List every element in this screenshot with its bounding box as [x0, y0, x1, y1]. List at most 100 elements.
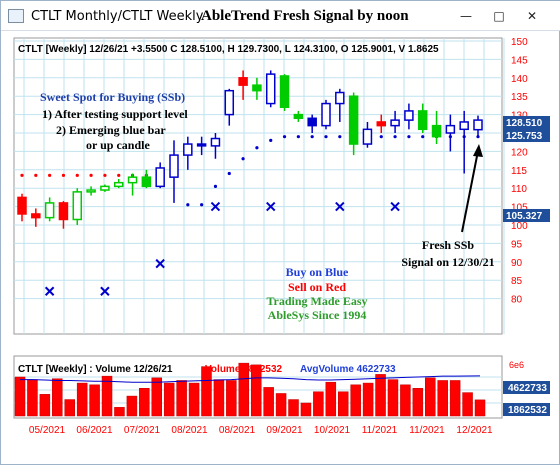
x-tick-label-7: 11/2021	[362, 425, 398, 436]
candle-28	[404, 103, 414, 130]
candle-body-8	[127, 176, 138, 184]
volume-bar-28	[362, 382, 374, 417]
candle-body-33	[473, 119, 483, 131]
volume-bar-30	[387, 379, 399, 417]
y-tick-label-6: 120	[511, 147, 528, 158]
volume-bar-4	[64, 399, 75, 417]
candle-body-25	[362, 128, 373, 145]
blue-stop-dot-11	[338, 135, 342, 139]
y-tick-label-12: 90	[511, 258, 523, 269]
candle-20	[293, 110, 304, 122]
x-mark-4	[266, 201, 276, 212]
maximize-icon: □	[493, 9, 505, 23]
candle-body-6	[100, 185, 110, 191]
fresh-signal-arrow	[461, 150, 479, 233]
candle-0	[17, 193, 27, 222]
candle-body-17	[252, 84, 262, 92]
sweet-spot-line2: 2) Emerging blue bar	[56, 123, 166, 137]
blue-stop-dot-0	[186, 203, 190, 207]
volume-bar-19	[250, 364, 262, 417]
fresh-ssb-line2: Signal on 12/30/21	[401, 255, 494, 269]
red-stop-dot-7	[117, 173, 121, 177]
candle-body-28	[404, 110, 414, 121]
candle-body-7	[113, 181, 124, 188]
x-mark-0	[44, 286, 55, 296]
candle-1	[31, 208, 41, 227]
volume-bar-35	[449, 380, 461, 417]
blue-stop-dot-4	[241, 157, 245, 161]
volume-bar-12	[163, 382, 175, 417]
y-tick-label-8: 110	[511, 184, 527, 195]
candle-8	[127, 173, 138, 196]
volume-bar-8	[114, 407, 125, 417]
volume-bar-32	[412, 388, 424, 417]
fresh-ssb-line1: Fresh SSb	[422, 238, 474, 252]
y-tick-label-11: 95	[511, 239, 523, 250]
maximize-button[interactable]: □	[486, 7, 512, 25]
candle-body-18	[265, 73, 276, 105]
sweet-spot-title: Sweet Spot for Buying (SSb)	[40, 90, 185, 104]
candle-10	[155, 162, 165, 189]
blue-stop-dot-9	[310, 135, 314, 139]
trading-easy-text: Trading Made Easy	[266, 294, 367, 308]
volume-bar-7	[101, 375, 113, 417]
candle-7	[113, 179, 124, 189]
headline-text: AbleTrend Fresh Signal by noon	[201, 8, 409, 24]
x-tick-label-6: 10/2021	[314, 425, 351, 436]
candle-body-19	[279, 75, 290, 108]
y-tick-label-2: 140	[511, 74, 528, 85]
candle-11	[169, 140, 179, 203]
candle-25	[362, 121, 373, 148]
volume-bar-22	[288, 399, 299, 417]
blue-stop-dot-10	[324, 135, 328, 139]
volume-bar-24	[313, 391, 324, 417]
title-bar[interactable]: CTLT Monthly/CTLT Weekly AbleTrend Fresh…	[1, 1, 560, 31]
x-mark-stroke-b-1	[100, 286, 110, 296]
y-tick-label-3: 135	[511, 92, 528, 103]
x-mark-stroke-b-5	[335, 201, 345, 212]
volume-bar-13	[176, 380, 187, 417]
candle-30	[431, 110, 442, 145]
y-tick-label-7: 115	[511, 166, 527, 177]
candle-18	[265, 70, 276, 108]
volume-bar-2	[39, 394, 51, 417]
x-mark-2	[155, 258, 165, 269]
candle-body-5	[86, 189, 96, 193]
y-tick-label-10: 100	[511, 221, 528, 232]
sweet-spot-line3: or up candle	[86, 138, 150, 152]
minimize-button[interactable]: —	[453, 7, 479, 25]
x-mark-3	[210, 201, 221, 212]
price-marks	[17, 70, 483, 296]
volume-bar-29	[375, 374, 386, 417]
candle-2	[44, 197, 55, 222]
x-mark-stroke-b-6	[390, 201, 400, 212]
candle-body-9	[141, 176, 152, 188]
candle-body-31	[445, 124, 456, 134]
volume-bar-10	[139, 388, 150, 417]
volume-bar-6	[89, 384, 100, 417]
candle-body-2	[44, 202, 55, 219]
blue-stop-dot-16	[407, 135, 411, 139]
volume-bar-37	[474, 399, 486, 417]
avg-volume-tag-label: 4622733	[508, 383, 547, 394]
blue-stop-dot-7	[282, 135, 287, 139]
candle-6	[100, 184, 110, 192]
candle-body-27	[390, 119, 400, 127]
price-panel-frame	[13, 37, 503, 335]
candle-body-21	[307, 117, 317, 127]
blue-stop-dot-8	[296, 135, 300, 139]
price-panel-header: CTLT [Weekly] 12/26/21 +3.5500 C 128.510…	[18, 44, 439, 55]
x-mark-stroke-b-2	[155, 258, 165, 269]
x-mark-stroke-b-4	[266, 201, 276, 212]
volume-bar-14	[188, 382, 200, 417]
volume-bar-27	[350, 384, 361, 417]
volume-tag-label: 1862532	[508, 405, 547, 416]
volume-bar-26	[337, 391, 349, 417]
low-price-tag	[503, 209, 550, 222]
candle-32	[459, 110, 469, 174]
close-icon: ✕	[526, 9, 538, 23]
x-mark-stroke-b-0	[44, 286, 55, 296]
close-button[interactable]: ✕	[519, 7, 545, 25]
last-price-label: 128.510	[506, 118, 543, 129]
